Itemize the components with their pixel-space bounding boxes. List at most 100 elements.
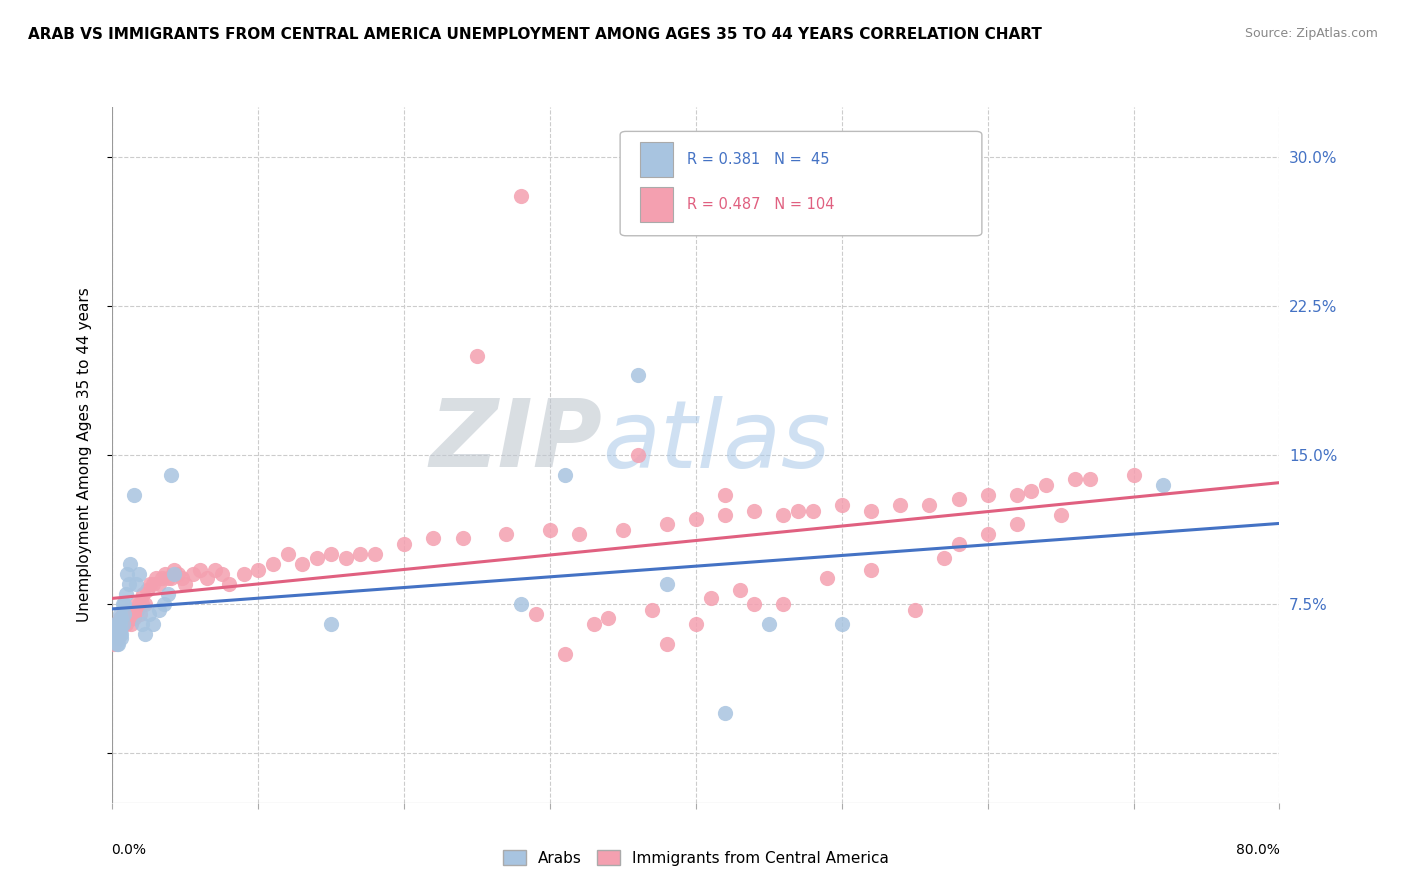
- Point: [112, 597, 135, 611]
- Point: [655, 517, 678, 532]
- Point: [172, 571, 194, 585]
- Point: [509, 189, 531, 203]
- Point: [787, 503, 810, 517]
- Text: 0.0%: 0.0%: [111, 843, 146, 857]
- Text: atlas: atlas: [603, 395, 831, 486]
- Point: [114, 616, 136, 631]
- Point: [132, 587, 155, 601]
- Point: [976, 527, 998, 541]
- Point: [174, 577, 197, 591]
- Point: [422, 532, 444, 546]
- Point: [142, 616, 165, 631]
- Point: [107, 631, 129, 645]
- Point: [188, 563, 211, 577]
- Point: [568, 527, 591, 541]
- Point: [305, 551, 328, 566]
- Point: [112, 611, 135, 625]
- Point: [129, 607, 152, 621]
- Point: [262, 558, 284, 572]
- Point: [860, 503, 883, 517]
- Point: [108, 616, 131, 631]
- Point: [451, 532, 474, 546]
- Point: [1035, 477, 1057, 491]
- Point: [1049, 508, 1071, 522]
- Point: [627, 368, 650, 383]
- Point: [128, 597, 150, 611]
- Point: [110, 616, 132, 631]
- Point: [831, 616, 853, 631]
- Point: [932, 551, 955, 566]
- Point: [156, 587, 179, 601]
- Point: [111, 616, 134, 631]
- Point: [112, 607, 135, 621]
- Point: [394, 537, 416, 551]
- Point: [538, 524, 561, 538]
- Point: [118, 607, 141, 621]
- Point: [495, 527, 517, 541]
- Legend: Arabs, Immigrants from Central America: Arabs, Immigrants from Central America: [496, 844, 896, 871]
- Text: R = 0.487   N = 104: R = 0.487 N = 104: [686, 197, 834, 212]
- Point: [321, 616, 343, 631]
- Point: [104, 627, 127, 641]
- Point: [110, 611, 132, 625]
- Point: [127, 603, 149, 617]
- Point: [831, 498, 853, 512]
- Point: [889, 498, 911, 512]
- Point: [728, 583, 751, 598]
- Point: [111, 607, 134, 621]
- Point: [655, 577, 678, 591]
- Point: [1152, 477, 1174, 491]
- Text: Source: ZipAtlas.com: Source: ZipAtlas.com: [1244, 27, 1378, 40]
- Point: [742, 597, 765, 611]
- Point: [103, 623, 125, 637]
- Point: [948, 491, 970, 506]
- Point: [142, 577, 165, 591]
- Point: [125, 577, 148, 591]
- Point: [103, 637, 125, 651]
- Point: [860, 563, 883, 577]
- Text: ARAB VS IMMIGRANTS FROM CENTRAL AMERICA UNEMPLOYMENT AMONG AGES 35 TO 44 YEARS C: ARAB VS IMMIGRANTS FROM CENTRAL AMERICA …: [28, 27, 1042, 42]
- Point: [108, 611, 131, 625]
- Point: [111, 597, 134, 611]
- Point: [641, 603, 664, 617]
- Point: [918, 498, 941, 512]
- Point: [153, 567, 176, 582]
- Point: [976, 488, 998, 502]
- Point: [801, 503, 824, 517]
- Text: ZIP: ZIP: [430, 395, 603, 487]
- Point: [163, 567, 186, 582]
- Point: [108, 627, 131, 641]
- Point: [122, 607, 145, 621]
- Point: [655, 637, 678, 651]
- Point: [111, 616, 134, 631]
- Point: [105, 637, 128, 651]
- Point: [247, 563, 270, 577]
- Point: [115, 567, 138, 582]
- Point: [598, 611, 620, 625]
- Point: [124, 488, 146, 502]
- Point: [772, 597, 794, 611]
- Point: [108, 623, 131, 637]
- Point: [150, 571, 173, 585]
- Point: [195, 571, 218, 585]
- Point: [110, 631, 132, 645]
- Point: [181, 567, 204, 582]
- Point: [1078, 472, 1101, 486]
- Text: 80.0%: 80.0%: [1236, 843, 1279, 857]
- Point: [134, 597, 156, 611]
- Point: [1021, 483, 1043, 498]
- Point: [554, 467, 576, 482]
- Point: [118, 558, 141, 572]
- Point: [742, 503, 765, 517]
- Point: [105, 623, 128, 637]
- Point: [117, 611, 139, 625]
- Point: [612, 524, 634, 538]
- Point: [139, 577, 162, 591]
- Point: [148, 603, 170, 617]
- Point: [160, 467, 183, 482]
- Point: [1064, 472, 1087, 486]
- Point: [758, 616, 780, 631]
- Point: [110, 627, 132, 641]
- Point: [107, 616, 129, 631]
- Point: [1005, 488, 1028, 502]
